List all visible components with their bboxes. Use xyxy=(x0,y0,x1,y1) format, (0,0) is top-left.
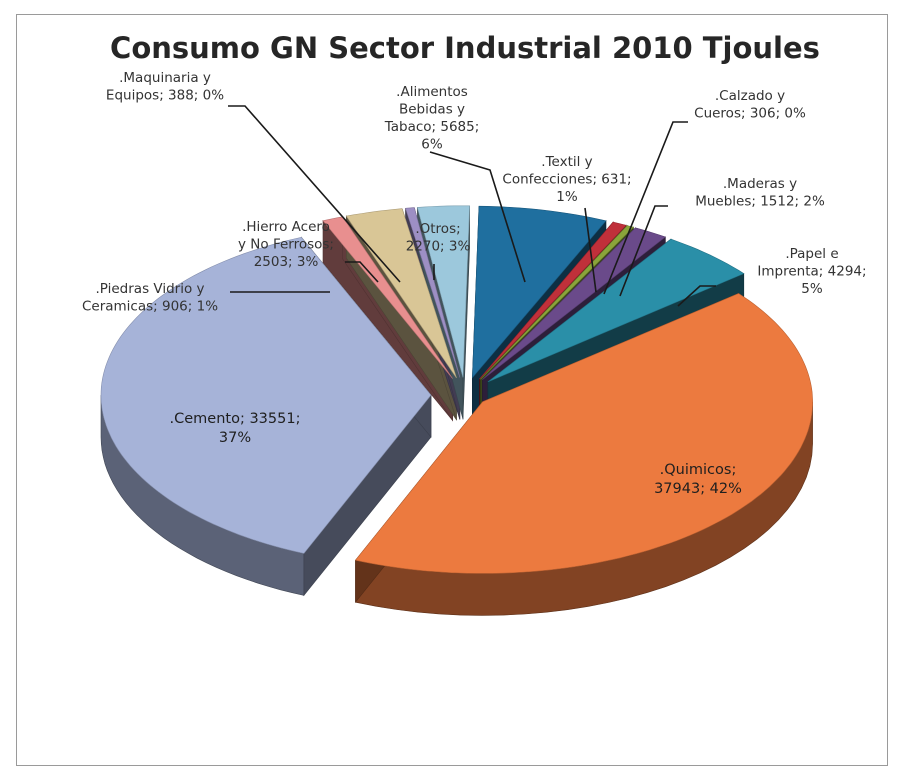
data-label-line: Ceramicas; 906; 1% xyxy=(82,299,218,315)
leader-line-9 xyxy=(228,105,401,283)
data-label-line: 37% xyxy=(219,430,251,446)
slice-4 xyxy=(487,238,745,383)
leader-line-4 xyxy=(677,285,716,307)
data-label-7: .Piedras Vidrio y Ceramicas; 906; 1% xyxy=(82,281,218,315)
pie-tops xyxy=(100,205,813,574)
data-label-line: Bebidas y xyxy=(399,102,465,118)
data-label-line: Confecciones; 631; xyxy=(502,172,631,188)
data-label-line: 1% xyxy=(556,189,578,205)
data-label-line: .Textil y xyxy=(541,154,592,170)
data-label-line: Equipos; 388; 0% xyxy=(106,88,224,104)
data-label-8: .Hierro Acero y No Ferrosos; 2503; 3% xyxy=(238,219,334,270)
data-label-line: .Quimicos; xyxy=(660,462,737,478)
leader-line-3 xyxy=(619,205,668,297)
data-label-line: 37943; 42% xyxy=(654,481,742,497)
data-label-line: Muebles; 1512; 2% xyxy=(695,194,825,210)
slice-8 xyxy=(345,208,457,379)
data-label-3: .Maderas y Muebles; 1512; 2% xyxy=(695,176,825,210)
slice-6 xyxy=(100,236,432,554)
slice-5 xyxy=(354,293,813,574)
data-label-line: .Papel e xyxy=(785,246,838,262)
data-label-line: .Maquinaria y xyxy=(119,70,211,86)
slice-10 xyxy=(417,205,470,378)
data-label-5: .Quimicos; 37943; 42% xyxy=(654,462,742,497)
data-label-1: .Textil y Confecciones; 631; 1% xyxy=(502,154,631,205)
data-label-9: .Maquinaria y Equipos; 388; 0% xyxy=(106,70,224,104)
data-label-line: Tabaco; 5685; xyxy=(384,119,480,135)
data-labels: .Alimentos Bebidas y Tabaco; 5685; 6% .Texti… xyxy=(82,70,867,497)
data-label-line: .Hierro Acero xyxy=(242,219,330,235)
leader-line-2 xyxy=(603,121,688,295)
data-label-line: 2270; 3% xyxy=(406,239,471,255)
leader-lines xyxy=(228,105,716,307)
leader-line-1 xyxy=(584,207,597,293)
slice-0 xyxy=(472,205,607,379)
slice-9 xyxy=(405,207,461,378)
data-label-line: .Alimentos xyxy=(396,84,468,100)
data-label-line: Imprenta; 4294; xyxy=(757,264,866,280)
data-label-line: 5% xyxy=(801,281,823,297)
data-label-line: 6% xyxy=(421,137,443,153)
data-label-line: 2503; 3% xyxy=(254,254,319,270)
slice-3 xyxy=(482,227,667,381)
data-label-line: Cueros; 306; 0% xyxy=(694,106,806,122)
data-label-line: .Maderas y xyxy=(723,176,797,192)
slice-1 xyxy=(479,221,627,380)
data-label-0: .Alimentos Bebidas y Tabaco; 5685; 6% xyxy=(384,84,480,153)
data-label-line: y No Ferrosos; xyxy=(238,237,334,253)
data-label-10: .Otros; 2270; 3% xyxy=(406,221,471,255)
data-label-line: .Calzado y xyxy=(715,88,785,104)
data-label-line: .Cemento; 33551; xyxy=(170,411,301,427)
data-label-6: .Cemento; 33551; 37% xyxy=(170,411,301,446)
leader-line-0 xyxy=(429,151,526,283)
data-label-2: .Calzado y Cueros; 306; 0% xyxy=(694,88,806,122)
data-label-4: .Papel e Imprenta; 4294; 5% xyxy=(757,246,866,297)
chart-title: Consumo GN Sector Industrial 2010 Tjoule… xyxy=(110,31,820,65)
data-label-line: .Otros; xyxy=(415,221,460,237)
data-label-line: .Piedras Vidrio y xyxy=(95,281,204,297)
leader-line-8 xyxy=(345,261,379,283)
